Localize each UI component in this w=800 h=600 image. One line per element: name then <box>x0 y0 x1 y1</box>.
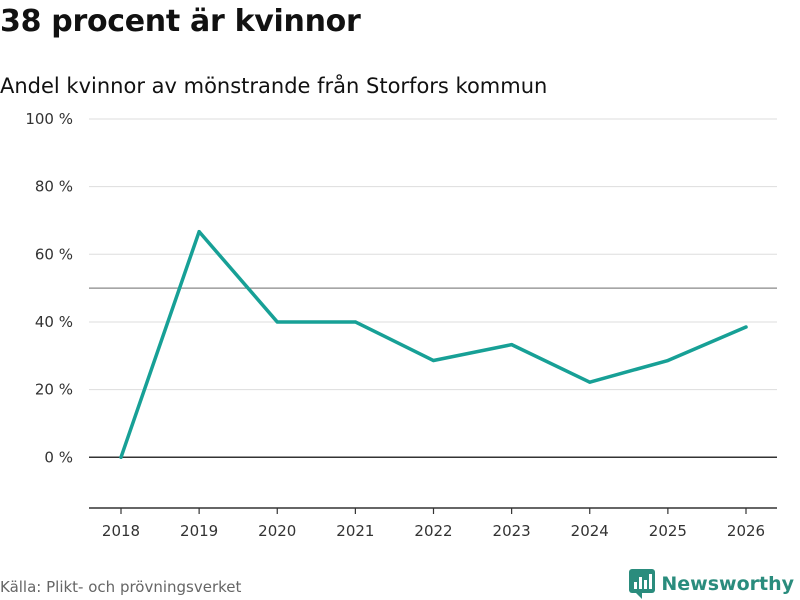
y-tick-label: 60 % <box>35 245 73 263</box>
y-tick-label: 100 % <box>25 110 73 128</box>
series-line-0 <box>119 229 748 460</box>
data-point-2020 <box>275 320 279 324</box>
chart-subtitle: Andel kvinnor av mönstrande från Storfor… <box>0 74 548 98</box>
brand-logo[interactable]: Newsworthy <box>629 569 794 599</box>
data-point-2018 <box>119 455 123 459</box>
data-point-2021 <box>353 320 357 324</box>
reference-lines <box>89 287 777 458</box>
data-point-2019 <box>197 230 201 234</box>
source-note: Källa: Plikt- och prövningsverket <box>0 578 242 596</box>
gridlines <box>89 118 777 391</box>
x-tick-label: 2022 <box>414 522 452 540</box>
x-tick-label: 2023 <box>493 522 531 540</box>
x-tick-label: 2020 <box>258 522 296 540</box>
data-point-2026 <box>744 325 748 329</box>
data-point-2024 <box>588 380 592 384</box>
x-axis: 2018 2019 2020 2021 2022 2023 2024 2025 2026 <box>89 507 777 540</box>
data-point-2023 <box>510 343 514 347</box>
x-tick-label: 2019 <box>180 522 218 540</box>
x-tick-label: 2021 <box>336 522 374 540</box>
newsworthy-logo-icon <box>629 569 656 599</box>
data-point-2022 <box>431 358 436 363</box>
y-tick-label: 20 % <box>35 381 73 399</box>
y-tick-label: 80 % <box>35 178 73 196</box>
y-tick-label: 0 % <box>44 448 73 466</box>
brand-name: Newsworthy <box>661 573 794 595</box>
y-axis-ticks: 0 % 20 % 40 % 60 % 80 % 100 % <box>25 110 73 466</box>
series <box>119 229 748 460</box>
x-tick-label: 2026 <box>727 522 765 540</box>
x-tick-label: 2024 <box>571 522 609 540</box>
x-tick-label: 2025 <box>649 522 687 540</box>
data-point-2025 <box>666 358 670 363</box>
chart-title: 38 procent är kvinnor <box>0 4 361 39</box>
x-tick-label: 2018 <box>102 522 140 540</box>
y-tick-label: 40 % <box>35 313 73 331</box>
